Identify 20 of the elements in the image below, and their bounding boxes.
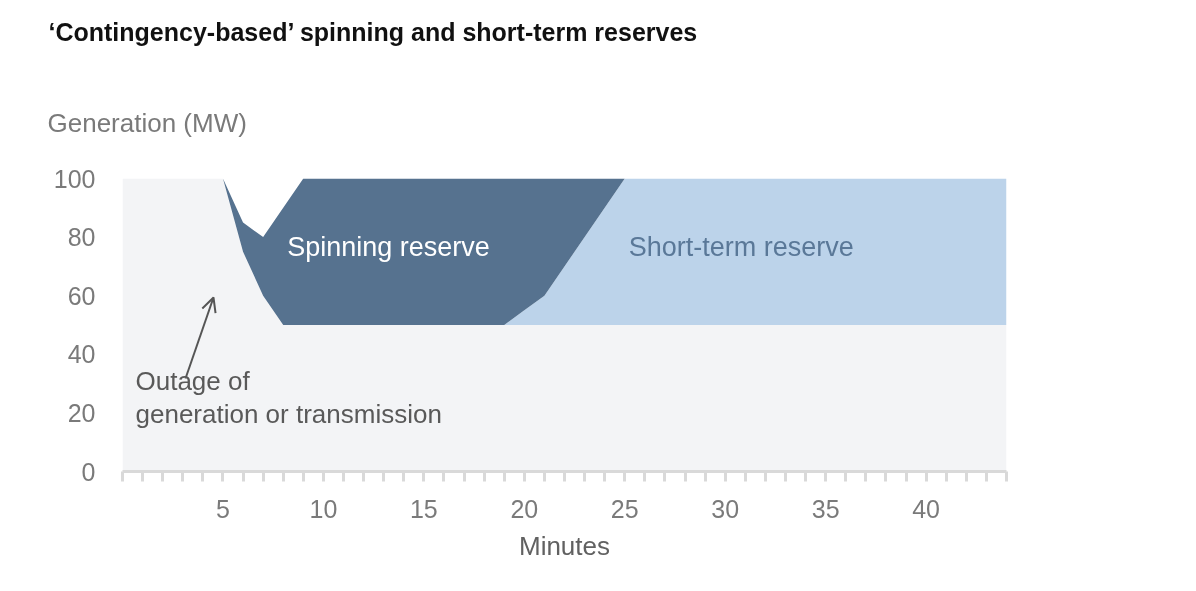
y-tick-label: 100 bbox=[53, 164, 96, 193]
y-tick-label: 20 bbox=[67, 398, 96, 427]
series-label: Short-term reserve bbox=[628, 231, 854, 262]
x-tick-label: 40 bbox=[912, 494, 941, 523]
x-tick-label: 25 bbox=[610, 494, 639, 523]
x-tick-label: 15 bbox=[409, 494, 438, 523]
x-axis-title: Minutes bbox=[518, 530, 611, 561]
annotation: Outage of generation or transmission bbox=[135, 365, 442, 429]
x-tick-label: 10 bbox=[309, 494, 338, 523]
x-tick-label: 30 bbox=[711, 494, 740, 523]
y-axis-title: Generation (MW) bbox=[47, 107, 247, 138]
series-label: Spinning reserve bbox=[287, 231, 490, 262]
x-tick-label: 35 bbox=[811, 494, 840, 523]
y-tick-label: 40 bbox=[67, 340, 96, 369]
x-tick-label: 5 bbox=[216, 494, 230, 523]
y-tick-label: 60 bbox=[67, 281, 96, 310]
x-tick-label: 20 bbox=[510, 494, 539, 523]
y-tick-label: 80 bbox=[67, 223, 96, 252]
y-tick-label: 0 bbox=[81, 457, 96, 486]
chart-title: ‘Contingency-based’ spinning and short-term reserves bbox=[48, 17, 698, 46]
